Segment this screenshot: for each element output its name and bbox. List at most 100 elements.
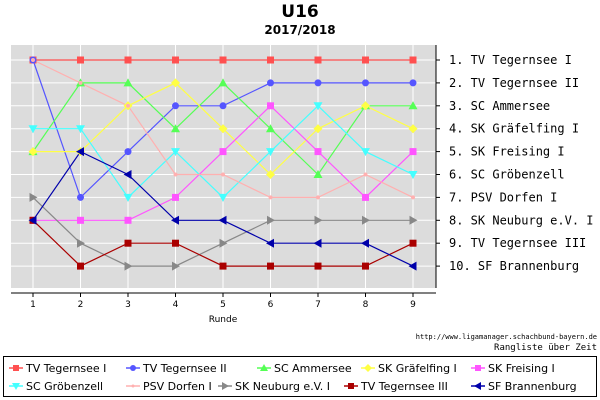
data-point-sc-gr-benzell — [266, 148, 275, 157]
data-point-sc-gr-benzell — [76, 125, 85, 134]
legend-label-sk-neuburg-e-v-i: SK Neuburg e.V. I — [235, 380, 330, 393]
chart-subtitle: 2017/2018 — [264, 23, 336, 37]
chart-title: U16 — [281, 2, 319, 22]
data-point-sk-freising-i — [219, 148, 227, 156]
data-point-tv-tegernsee-ii — [362, 79, 369, 87]
legend-swatch-marker-psv-dorfen-i — [131, 384, 135, 388]
data-point-sc-gr-benzell — [361, 148, 370, 157]
data-point-sf-brannenburg — [408, 261, 417, 271]
data-point-sf-brannenburg — [361, 238, 369, 248]
axes: 1 2 3 4 5 6 7 8 9 — [11, 45, 440, 310]
data-point-tv-tegernsee-iii — [219, 262, 227, 270]
data-point-psv-dorfen-i — [78, 80, 83, 85]
data-point-sk-gr-felfing-i — [218, 124, 228, 134]
legend-items: TV Tegernsee I TV Tegernsee II SC Ammersee… — [9, 362, 577, 393]
data-point-tv-tegernsee-i — [77, 56, 84, 64]
x-tick-label: 6 — [268, 300, 274, 310]
data-point-sc-ammersee — [313, 170, 323, 178]
data-point-sf-brannenburg — [171, 215, 179, 225]
rank-label: 9. TV Tegernsee III — [449, 236, 586, 250]
legend-label-sk-gr-felfing-i: SK Gräfelfing I — [378, 362, 457, 375]
data-point-sk-freising-i — [172, 193, 179, 201]
legend-label-sk-freising-i: SK Freising I — [488, 362, 555, 375]
data-point-sk-gr-felfing-i — [266, 170, 275, 179]
data-point-sk-freising-i — [77, 216, 84, 224]
legend: TV Tegernsee I TV Tegernsee II SC Ammersee… — [3, 356, 597, 397]
rank-label: 1. TV Tegernsee I — [449, 53, 572, 67]
data-point-sc-ammersee — [266, 124, 275, 133]
rank-labels: 1. TV Tegernsee I 2. TV Tegernsee II 3. SC… — [449, 53, 594, 273]
x-tick-label: 3 — [125, 300, 131, 310]
x-tick-label: 4 — [173, 300, 179, 310]
legend-swatch-marker-sk-neuburg-e-v-i — [222, 382, 229, 390]
data-point-tv-tegernsee-iii — [77, 262, 84, 270]
data-point-sk-gr-felfing-i — [28, 147, 38, 157]
data-point-tv-tegernsee-iii — [172, 239, 179, 247]
data-point-sk-gr-felfing-i — [361, 101, 370, 111]
rank-label: 7. PSV Dorfen I — [449, 190, 557, 204]
data-point-tv-tegernsee-iii — [267, 262, 274, 270]
data-point-psv-dorfen-i — [363, 172, 368, 177]
series-markers — [28, 56, 418, 271]
data-point-tv-tegernsee-i — [409, 56, 417, 64]
data-point-tv-tegernsee-i — [267, 56, 274, 64]
data-point-sk-gr-felfing-i — [171, 78, 180, 88]
data-point-tv-tegernsee-i — [362, 56, 369, 64]
data-point-sk-neuburg-e-v-i — [267, 215, 275, 225]
data-point-sc-ammersee — [218, 78, 228, 87]
chart-caption: Rangliste über Zeit — [494, 343, 597, 353]
data-point-sf-brannenburg — [313, 238, 322, 248]
data-point-tv-tegernsee-iii — [314, 262, 322, 270]
data-point-sc-gr-benzell — [123, 193, 133, 202]
data-point-sk-freising-i — [124, 216, 132, 224]
data-point-sc-gr-benzell — [171, 148, 180, 157]
x-tick-label: 7 — [315, 300, 321, 310]
data-point-sk-neuburg-e-v-i — [77, 238, 85, 248]
rank-label: 5. SK Freising I — [449, 145, 565, 159]
data-point-tv-tegernsee-iii — [362, 262, 369, 270]
data-point-sk-gr-felfing-i — [313, 124, 323, 134]
data-point-sf-brannenburg — [28, 215, 37, 225]
data-point-sk-neuburg-e-v-i — [314, 215, 323, 225]
x-tick-label: 8 — [363, 300, 369, 310]
legend-swatch-marker-tv-tegernsee-ii — [130, 365, 136, 371]
x-tick-label: 5 — [220, 300, 226, 310]
data-point-tv-tegernsee-i — [219, 56, 227, 64]
data-point-sk-freising-i — [409, 148, 417, 156]
legend-swatch-marker-tv-tegernsee-iii — [348, 383, 354, 389]
rank-label: 2. TV Tegernsee II — [449, 76, 579, 90]
data-point-sk-gr-felfing-i — [408, 124, 418, 134]
data-point-tv-tegernsee-ii — [172, 102, 179, 110]
rank-line-chart: 1 2 3 4 5 6 7 8 9 1. TV Tegernsee I 2. TV Tegerns… — [11, 45, 594, 325]
data-point-tv-tegernsee-ii — [409, 79, 417, 87]
data-point-sk-neuburg-e-v-i — [409, 215, 418, 225]
legend-label-tv-tegernsee-i: TV Tegernsee I — [25, 362, 106, 375]
data-point-sk-freising-i — [362, 193, 369, 201]
data-point-psv-dorfen-i — [126, 103, 130, 108]
rank-label: 10. SF Brannenburg — [449, 259, 579, 273]
data-point-tv-tegernsee-ii — [124, 148, 132, 156]
data-point-sk-neuburg-e-v-i — [362, 215, 370, 225]
data-point-tv-tegernsee-i — [124, 56, 132, 64]
data-point-sf-brannenburg — [266, 238, 274, 248]
legend-label-sf-brannenburg: SF Brannenburg — [488, 380, 577, 393]
data-point-psv-dorfen-i — [316, 195, 320, 200]
legend-label-psv-dorfen-i: PSV Dorfen I — [143, 380, 212, 393]
data-point-psv-dorfen-i — [31, 58, 35, 62]
rank-label: 8. SK Neuburg e.V. I — [449, 213, 594, 227]
x-tick-label: 1 — [30, 300, 36, 310]
data-point-tv-tegernsee-i — [172, 56, 179, 64]
data-point-sk-freising-i — [314, 148, 322, 156]
data-point-sc-gr-benzell — [218, 193, 228, 202]
data-point-sk-neuburg-e-v-i — [124, 261, 133, 271]
legend-label-tv-tegernsee-iii: TV Tegernsee III — [360, 380, 448, 393]
data-point-sf-brannenburg — [218, 215, 227, 225]
data-point-tv-tegernsee-ii — [77, 193, 84, 201]
legend-swatch-marker-sk-freising-i — [475, 365, 481, 371]
x-axis-label: Runde — [209, 315, 238, 325]
data-point-sk-neuburg-e-v-i — [172, 261, 180, 271]
source-url: http://www.ligamanager.schachbund-bayern… — [415, 333, 597, 341]
legend-label-sc-ammersee: SC Ammersee — [274, 362, 352, 375]
data-point-psv-dorfen-i — [173, 172, 178, 177]
x-tick-label: 9 — [410, 300, 416, 310]
